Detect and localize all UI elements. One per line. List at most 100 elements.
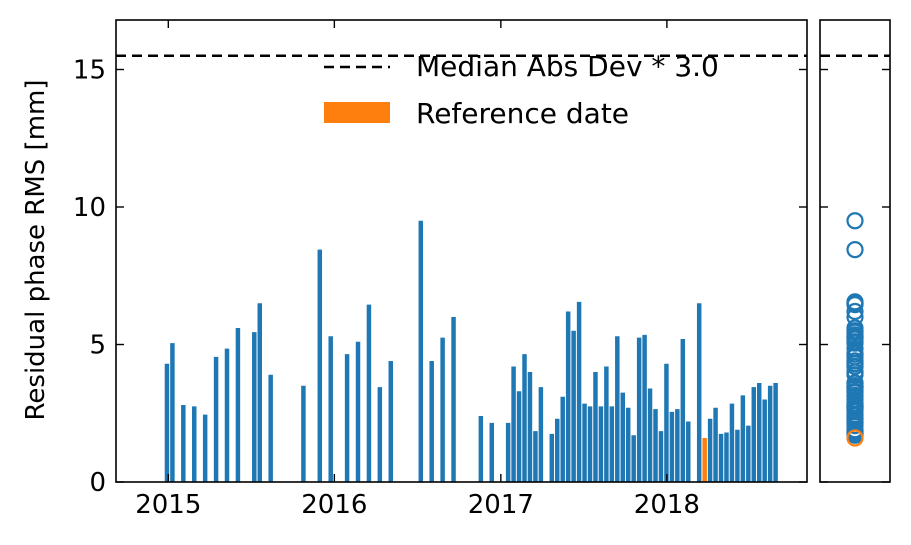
bar xyxy=(549,433,555,482)
bar xyxy=(658,431,664,482)
bar xyxy=(301,385,306,482)
x-tick-label: 2016 xyxy=(301,490,367,520)
bar xyxy=(609,406,615,482)
y-tick-label: 15 xyxy=(73,56,106,86)
bar xyxy=(680,339,686,482)
bar xyxy=(565,311,571,482)
bar xyxy=(751,387,757,482)
bar xyxy=(696,303,702,482)
bar xyxy=(762,399,767,482)
bar xyxy=(366,304,372,482)
bar xyxy=(181,405,186,482)
bar xyxy=(729,403,735,482)
bar xyxy=(582,403,587,482)
bar xyxy=(576,301,582,482)
bar xyxy=(718,433,724,482)
legend-reference-label: Reference date xyxy=(416,97,629,130)
bar xyxy=(328,336,333,482)
bar xyxy=(268,374,273,482)
bar xyxy=(388,361,394,482)
x-tick-label: 2018 xyxy=(634,490,700,520)
side-point xyxy=(846,302,864,321)
main-panel: 0 5 10 15 2015 2016 2017 2018 xyxy=(73,19,808,520)
bar xyxy=(451,317,456,482)
y-axis-label: Residual phase RMS [mm] xyxy=(21,80,51,421)
bar xyxy=(235,328,241,482)
bar xyxy=(170,343,175,482)
bar xyxy=(636,337,642,482)
bar xyxy=(587,406,593,482)
side-point xyxy=(846,417,864,435)
bar xyxy=(418,220,424,482)
bar xyxy=(653,409,658,482)
legend: Median Abs Dev * 3.0 Reference date xyxy=(324,50,719,130)
bar xyxy=(756,383,762,482)
bar xyxy=(555,418,560,482)
side-point xyxy=(846,374,864,392)
side-point xyxy=(846,330,864,348)
legend-reference-swatch xyxy=(324,102,390,123)
bar xyxy=(355,341,361,482)
bar xyxy=(620,392,626,482)
bar xyxy=(527,372,533,482)
bar xyxy=(767,385,773,482)
bar xyxy=(713,407,718,482)
bar xyxy=(615,336,620,482)
bar xyxy=(740,395,746,482)
y-tick-label: 10 xyxy=(73,193,106,223)
bar xyxy=(625,407,631,482)
bar xyxy=(686,421,691,482)
bar xyxy=(224,348,230,482)
side-panel xyxy=(819,19,891,483)
bar xyxy=(669,411,675,482)
bar xyxy=(647,388,653,482)
side-reference-point xyxy=(846,429,864,447)
bar xyxy=(707,418,713,482)
legend-threshold-label: Median Abs Dev * 3.0 xyxy=(416,50,719,83)
reference-bar xyxy=(702,438,707,482)
side-point xyxy=(846,390,864,409)
bar xyxy=(192,406,197,482)
bar xyxy=(631,435,636,482)
bar xyxy=(604,366,609,482)
bar xyxy=(489,422,494,482)
bar xyxy=(522,354,527,482)
bar xyxy=(598,406,604,482)
side-point xyxy=(846,355,864,373)
bar xyxy=(202,414,208,482)
x-tick-label: 2015 xyxy=(135,490,201,520)
bar xyxy=(164,363,170,482)
bar xyxy=(593,372,598,482)
bar xyxy=(664,363,669,482)
bar xyxy=(257,303,262,482)
bar xyxy=(213,356,219,482)
bar xyxy=(538,387,544,482)
bar xyxy=(505,422,511,482)
bar xyxy=(571,330,576,482)
side-point xyxy=(846,212,864,230)
bar xyxy=(377,387,383,482)
bar xyxy=(344,354,350,482)
x-tick-label: 2017 xyxy=(468,490,534,520)
bar xyxy=(516,391,522,482)
y-tick-label: 0 xyxy=(89,468,106,498)
bar xyxy=(724,432,729,482)
bar xyxy=(773,383,778,482)
plot-frame xyxy=(115,19,808,483)
bar xyxy=(642,334,647,482)
side-point xyxy=(846,294,864,312)
side-point xyxy=(846,241,864,259)
bar xyxy=(511,366,516,482)
bar xyxy=(478,416,484,482)
bar xyxy=(317,249,323,482)
y-tick-label: 5 xyxy=(89,331,106,361)
bar xyxy=(746,425,751,482)
bar xyxy=(252,332,257,482)
bar xyxy=(560,396,565,482)
bar xyxy=(533,431,538,482)
bar xyxy=(429,361,434,482)
bar xyxy=(440,337,445,482)
bar xyxy=(735,429,740,482)
bar xyxy=(675,409,680,482)
